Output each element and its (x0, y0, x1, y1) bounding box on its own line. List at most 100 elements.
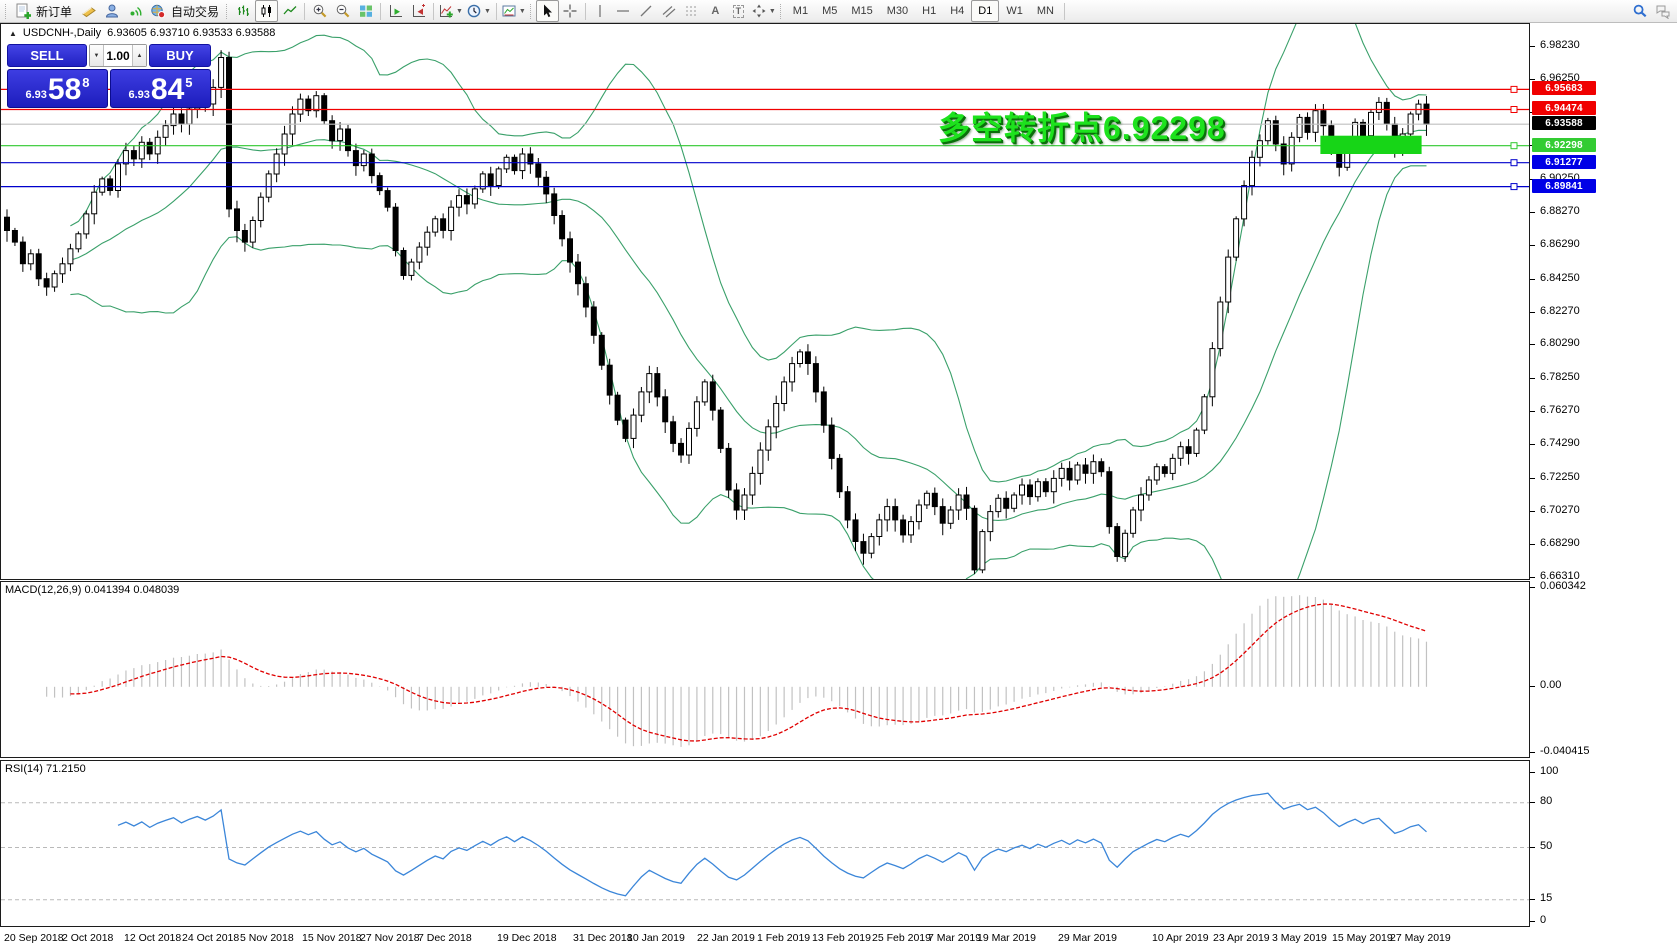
macd-tick-mark (1530, 686, 1535, 687)
fibonacci-tool-button[interactable] (681, 0, 704, 22)
price-chart[interactable] (1, 24, 1529, 579)
line-drag-handle[interactable] (1510, 106, 1518, 113)
timeframe-m1[interactable]: M1 (792, 5, 809, 17)
candle-body (686, 427, 692, 456)
candle-body (1066, 467, 1073, 481)
macd-values: 0.041394 0.048039 (84, 584, 180, 596)
market-watch-button[interactable] (77, 0, 100, 22)
candle-body (487, 173, 494, 186)
timeframe-m15[interactable]: M15 (851, 5, 873, 17)
toolbar-drag-handle[interactable] (529, 3, 534, 19)
new-order-button[interactable] (11, 0, 34, 22)
rsi-chart[interactable] (1, 761, 1529, 926)
candle-body (876, 519, 883, 537)
cursor-tool-button[interactable] (535, 0, 559, 22)
candle-body (1320, 110, 1327, 127)
price-tick-mark (1530, 577, 1535, 578)
zoom-out-button[interactable] (331, 0, 354, 22)
candle-body (392, 206, 399, 251)
volume-value[interactable]: 1.00 (106, 48, 130, 63)
timeframe-h4[interactable]: H4 (950, 5, 965, 17)
indicators-button[interactable]: ▼ (437, 0, 465, 22)
candle-body (1042, 481, 1049, 493)
volume-decrease-button[interactable]: ▼ (90, 45, 104, 66)
vertical-line-tool-button[interactable] (589, 0, 612, 22)
candle-body (1304, 116, 1311, 133)
zoom-in-button[interactable] (308, 0, 331, 22)
highlight-rectangle-object[interactable] (1320, 135, 1422, 154)
auto-trading-label[interactable]: 自动交易 (171, 4, 220, 19)
sell-button[interactable]: SELL (7, 44, 87, 67)
chat-button[interactable] (1651, 0, 1674, 22)
timeframe-mn[interactable]: MN (1036, 5, 1054, 17)
trendline-tool-button[interactable] (635, 0, 658, 22)
candle-body (146, 141, 153, 155)
sell-price-display[interactable]: 6.93 58 8 (7, 69, 108, 108)
time-axis[interactable]: 20 Sep 2018 2 Oct 2018 12 Oct 2018 24 Oct 2… (0, 927, 1677, 948)
macd-panel[interactable]: MACD(12,26,9) 0.041394 0.048039 (0, 581, 1530, 758)
date-tick-label: 20 Sep 2018 (4, 932, 64, 944)
collapse-panel-icon[interactable]: ▲ (9, 28, 17, 38)
macd-chart[interactable] (1, 582, 1529, 757)
candle-body (559, 215, 566, 240)
chart-shift-button[interactable] (407, 0, 430, 22)
volume-increase-button[interactable]: ▲ (132, 45, 146, 66)
toolbar-drag-handle[interactable] (226, 3, 230, 19)
candle-body (606, 364, 613, 396)
timeframe-d1[interactable]: D1 (971, 0, 1000, 22)
candle-body (43, 278, 50, 288)
signals-button[interactable] (123, 0, 146, 22)
price-chart-panel[interactable]: ▲ USDCNH-,Daily 6.93605 6.93710 6.93533 … (0, 23, 1530, 580)
candle-body (1074, 464, 1081, 481)
chart-annotation-text[interactable]: 多空转折点6.92298 (938, 110, 1226, 146)
line-drag-handle[interactable] (1510, 183, 1518, 191)
candle-body (241, 230, 248, 243)
tile-windows-icon (359, 5, 372, 17)
search-button[interactable] (1628, 0, 1651, 22)
rsi-tick-label: 100 (1540, 765, 1559, 777)
timeframe-w1[interactable]: W1 (1006, 5, 1023, 17)
strategy-tester-button[interactable] (100, 0, 123, 22)
templates-button[interactable]: ▼ (500, 0, 528, 22)
candlestick-chart-button[interactable] (255, 0, 279, 22)
timeframe-h1[interactable]: H1 (922, 5, 937, 17)
auto-trading-button[interactable] (146, 0, 169, 22)
candle-body (35, 253, 42, 280)
text-label-tool-button[interactable]: T (727, 0, 750, 22)
date-tick-label: 10 Apr 2019 (1152, 932, 1209, 944)
candle-body (804, 351, 811, 364)
price-axis[interactable]: 6.982306.962506.942706.922906.902506.882… (1530, 23, 1677, 927)
candle-body (1217, 301, 1224, 350)
candle-body (234, 208, 240, 231)
price-tick-mark (1530, 544, 1535, 545)
timeframe-m5[interactable]: M5 (822, 5, 838, 17)
candle-body (789, 363, 796, 383)
new-order-label[interactable]: 新订单 (36, 4, 73, 19)
line-drag-handle[interactable] (1510, 142, 1518, 150)
tile-windows-button[interactable] (354, 0, 377, 22)
rsi-panel[interactable]: RSI(14) 71.2150 (0, 760, 1530, 927)
timeframes-menu-button[interactable]: ▼ (465, 0, 493, 22)
candle-body (408, 261, 415, 276)
text-tool-button[interactable]: A (704, 0, 727, 22)
buy-price-display[interactable]: 6.93 84 5 (110, 69, 211, 108)
crosshair-tool-button[interactable] (559, 0, 582, 22)
line-drag-handle[interactable] (1510, 85, 1518, 93)
auto-scroll-button[interactable] (384, 0, 407, 22)
date-tick-label: 10 Jan 2019 (627, 932, 685, 944)
candle-body (1193, 429, 1200, 454)
arrows-tool-button[interactable]: ▼ (750, 0, 778, 22)
candle-body (678, 442, 684, 456)
channel-tool-button[interactable] (658, 0, 681, 22)
candle-body (900, 519, 907, 536)
trendline-icon (640, 5, 652, 17)
line-drag-handle[interactable] (1510, 159, 1518, 167)
horizontal-line-tool-button[interactable] (612, 0, 635, 22)
toolbar-drag-handle[interactable] (5, 3, 9, 19)
buy-button[interactable]: BUY (149, 44, 211, 67)
line-chart-button[interactable] (278, 0, 301, 22)
bar-chart-button[interactable] (232, 0, 255, 22)
candle-body (622, 419, 629, 439)
timeframe-m30[interactable]: M30 (886, 5, 909, 17)
toolbar-drag-handle[interactable] (779, 3, 784, 19)
